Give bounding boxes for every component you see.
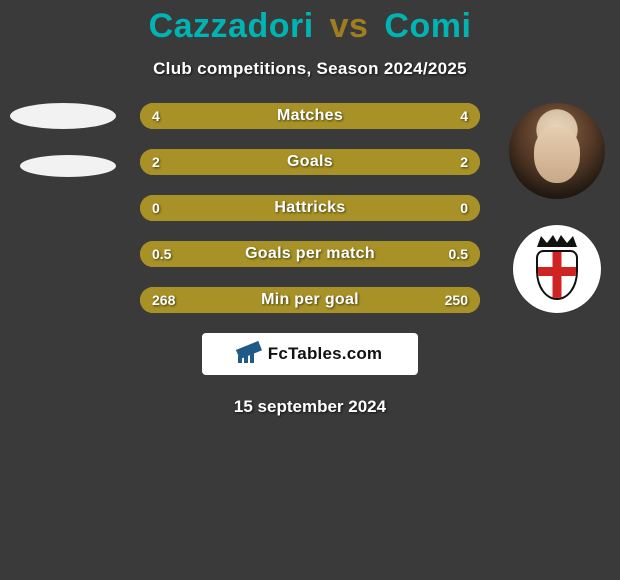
player2-club-crest — [513, 225, 601, 313]
player1-club-placeholder — [20, 155, 116, 177]
chart-logo-icon — [238, 345, 260, 363]
subtitle: Club competitions, Season 2024/2025 — [0, 59, 620, 79]
stat-label: Goals — [287, 153, 333, 171]
vs-text: vs — [330, 7, 369, 45]
stat-fill-left — [140, 149, 310, 175]
stat-value-right: 4 — [460, 108, 468, 124]
brand-badge[interactable]: FcTables.com — [202, 333, 418, 375]
infographic-root: Cazzadori vs Comi Club competitions, Sea… — [0, 0, 620, 580]
stat-fill-right — [310, 149, 480, 175]
stat-value-right: 0.5 — [449, 246, 468, 262]
stat-value-left: 0 — [152, 200, 160, 216]
stat-label: Goals per match — [245, 245, 375, 263]
page-title: Cazzadori vs Comi — [0, 8, 620, 45]
stat-value-right: 250 — [445, 292, 468, 308]
player1-name: Cazzadori — [149, 7, 314, 45]
stat-value-left: 268 — [152, 292, 175, 308]
stat-bars: 4 4 Matches 2 2 Goals 0 0 Hattricks 0.5 0.5 Goals p… — [140, 103, 480, 313]
stat-row: 2 2 Goals — [140, 149, 480, 175]
stat-row: 4 4 Matches — [140, 103, 480, 129]
stat-row: 268 250 Min per goal — [140, 287, 480, 313]
stat-value-right: 0 — [460, 200, 468, 216]
brand-text: FcTables.com — [268, 344, 383, 364]
stat-value-left: 2 — [152, 154, 160, 170]
player1-photo-placeholder — [10, 103, 116, 129]
date-line: 15 september 2024 — [0, 397, 620, 417]
stat-label: Min per goal — [261, 291, 359, 309]
stat-row: 0 0 Hattricks — [140, 195, 480, 221]
left-player-column — [8, 103, 118, 177]
stat-label: Matches — [277, 107, 343, 125]
right-player-column — [502, 103, 612, 313]
cross-horizontal — [538, 267, 576, 276]
stat-value-left: 4 — [152, 108, 160, 124]
comparison-area: 4 4 Matches 2 2 Goals 0 0 Hattricks 0.5 0.5 Goals p… — [0, 103, 620, 313]
crown-icon — [535, 233, 579, 248]
player2-photo — [509, 103, 605, 199]
stat-value-right: 2 — [460, 154, 468, 170]
player2-name: Comi — [384, 7, 471, 45]
shield-icon — [536, 250, 578, 300]
stat-label: Hattricks — [274, 199, 345, 217]
stat-value-left: 0.5 — [152, 246, 171, 262]
stat-row: 0.5 0.5 Goals per match — [140, 241, 480, 267]
